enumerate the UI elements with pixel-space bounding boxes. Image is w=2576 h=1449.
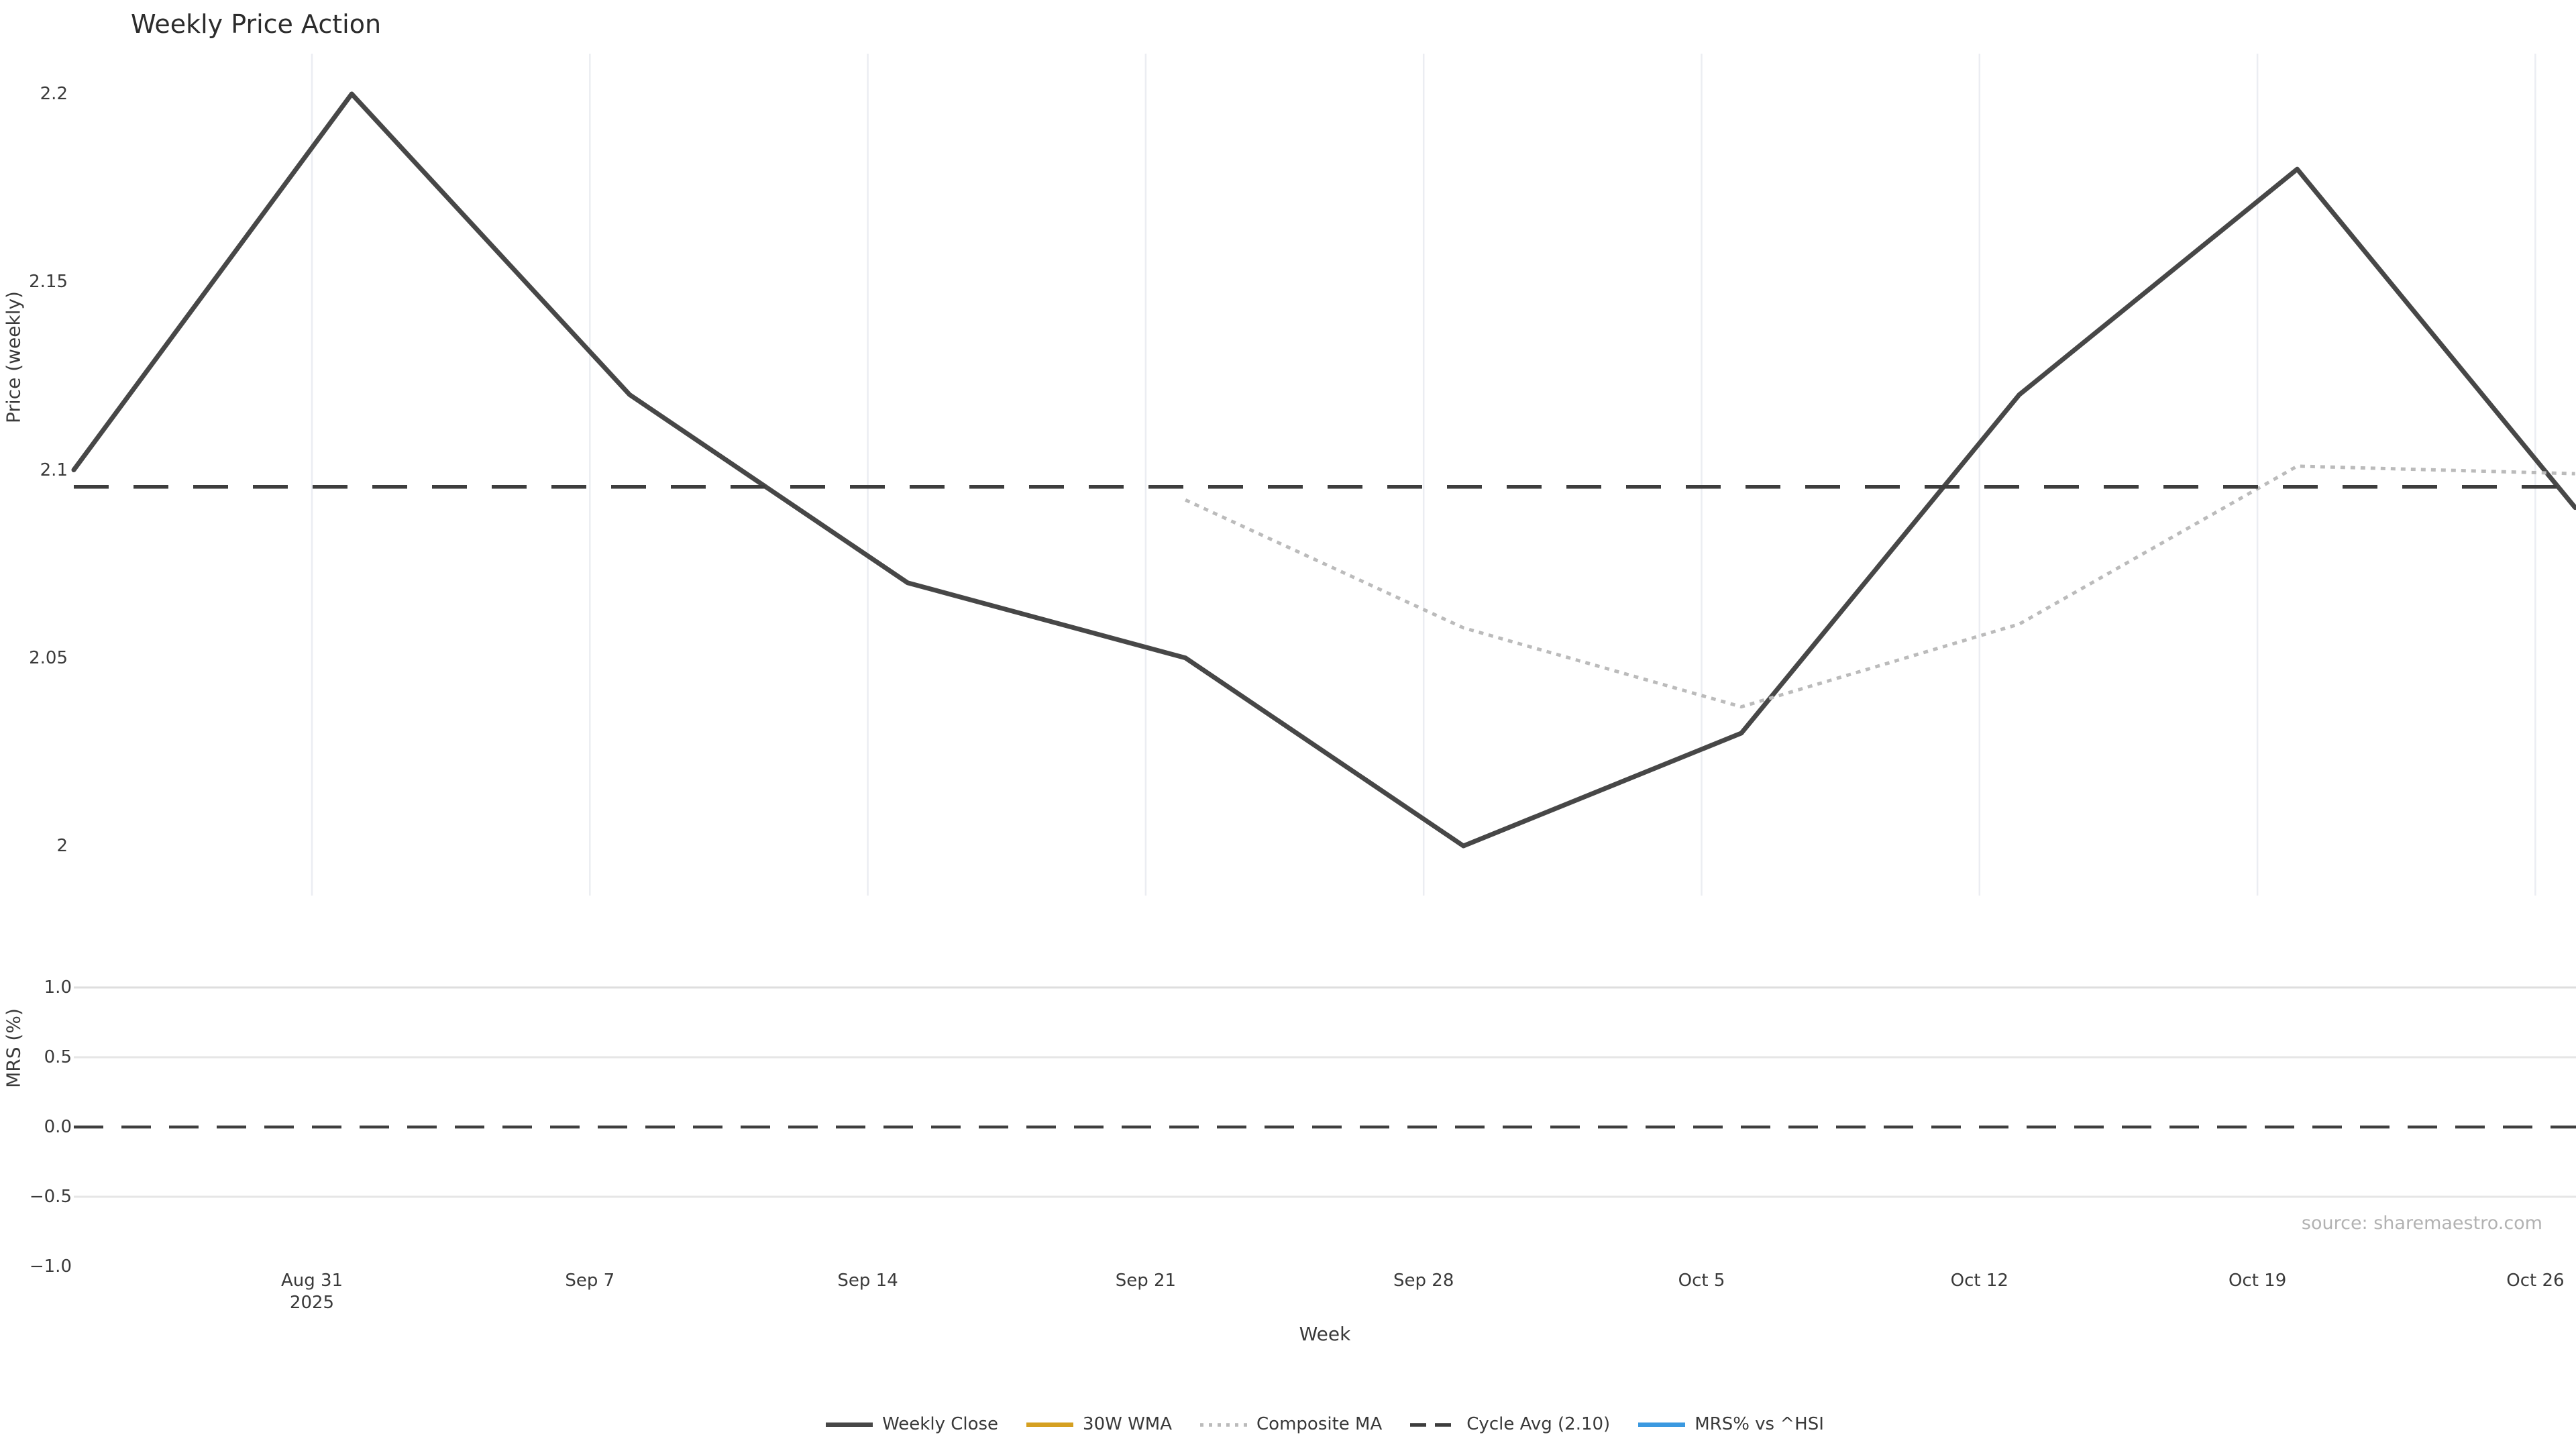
composite-ma-line (1185, 464, 2575, 709)
legend-swatch (1410, 1423, 1458, 1427)
x-tick-label: Aug 31 2025 (280, 1271, 343, 1313)
price-tick-label: 2 (56, 836, 68, 856)
price-tick-label: 2.2 (40, 84, 68, 104)
x-tick-label: Oct 12 (1950, 1271, 2008, 1291)
legend-swatch (826, 1422, 873, 1427)
x-tick-label: Sep 28 (1393, 1271, 1454, 1291)
x-tick-label: Sep 7 (565, 1271, 615, 1291)
legend-label: MRS% vs ^HSI (1695, 1414, 1824, 1434)
legend-swatch (1026, 1422, 1074, 1427)
legend-item: Weekly Close (826, 1414, 998, 1434)
price-panel-gridlines (311, 54, 2536, 896)
x-tick-label: Oct 26 (2506, 1271, 2565, 1291)
legend-item: Cycle Avg (2.10) (1410, 1414, 1610, 1434)
legend-item: 30W WMA (1026, 1414, 1172, 1434)
legend-swatch (1638, 1422, 1686, 1427)
chart-legend: Weekly Close 30W WMA Composite MA Cycle Avg… (74, 1414, 2576, 1434)
x-tick-label: Oct 5 (1678, 1271, 1725, 1291)
legend-label: 30W WMA (1083, 1414, 1173, 1434)
legend-label: Weekly Close (882, 1414, 999, 1434)
chart-title: Weekly Price Action (131, 9, 382, 39)
mrs-tick-label: −1.0 (29, 1256, 72, 1277)
x-tick-label: Oct 19 (2228, 1271, 2287, 1291)
source-note: source: sharemaestro.com (2301, 1213, 2542, 1234)
legend-swatch (1200, 1423, 1248, 1427)
price-tick-label: 2.15 (29, 272, 68, 292)
legend-label: Cycle Avg (2.10) (1466, 1414, 1611, 1434)
mrs-tick-label: 1.0 (44, 977, 72, 998)
x-tick-label: Sep 21 (1115, 1271, 1177, 1291)
x-tick-label: Sep 14 (837, 1271, 898, 1291)
mrs-tick-label: −0.5 (29, 1187, 72, 1207)
series-lines (71, 91, 2576, 1129)
legend-item: MRS% vs ^HSI (1638, 1414, 1824, 1434)
mrs-tick-label: 0.0 (44, 1117, 72, 1137)
price-tick-label: 2.1 (40, 460, 68, 480)
weekly-close-line (71, 91, 2576, 849)
legend-item: Composite MA (1200, 1414, 1382, 1434)
price-tick-label: 2.05 (29, 647, 68, 668)
legend-label: Composite MA (1256, 1414, 1383, 1434)
mrs-panel-gridlines (74, 986, 2576, 1198)
x-axis-title: Week (1299, 1323, 1351, 1345)
x-tick-year: 2025 (289, 1293, 335, 1313)
mrs-tick-label: 0.5 (44, 1047, 72, 1067)
